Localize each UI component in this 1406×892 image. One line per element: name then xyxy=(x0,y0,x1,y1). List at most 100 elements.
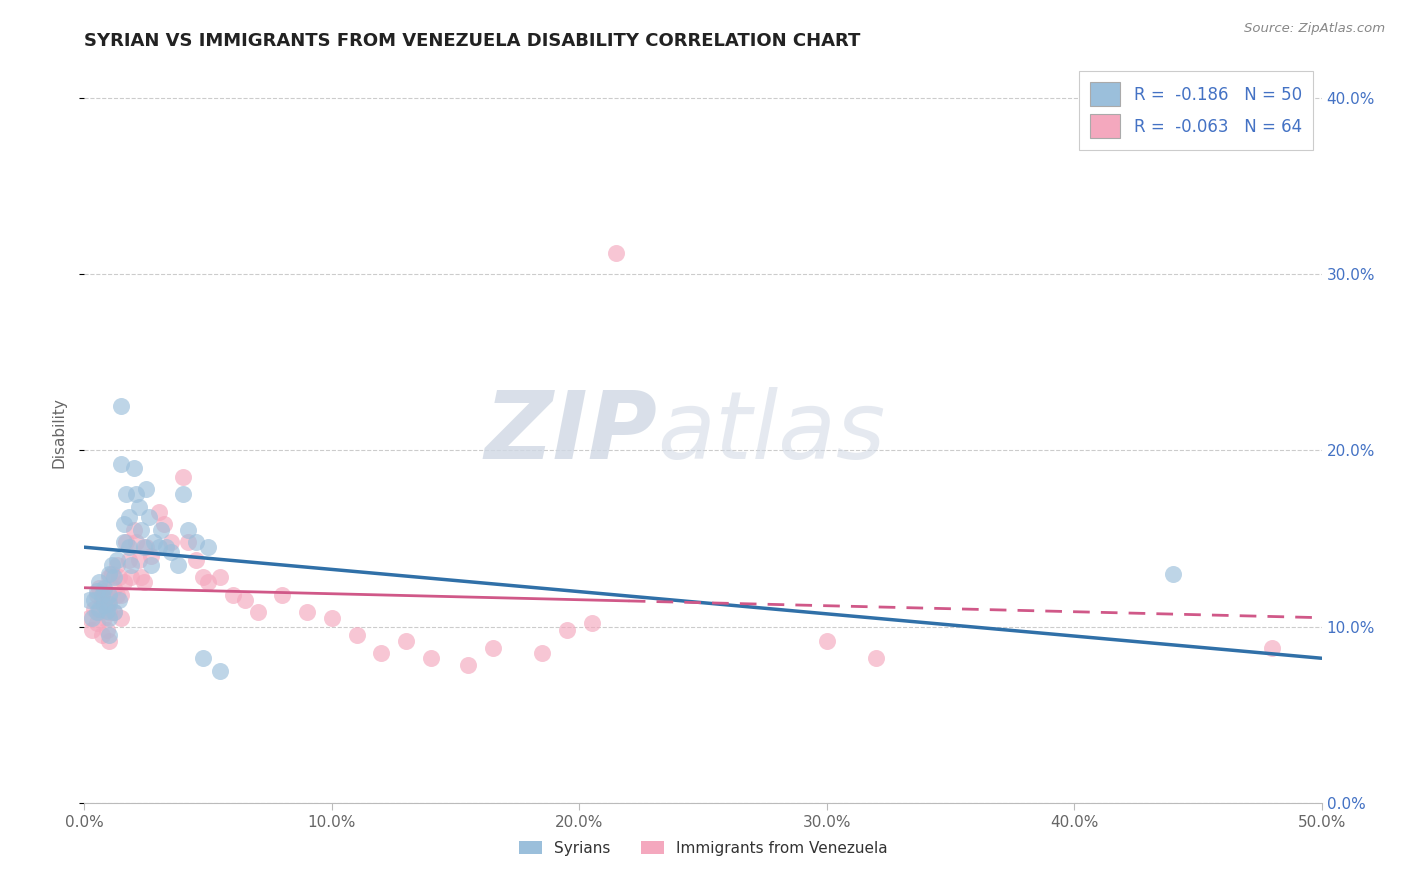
Point xyxy=(129,570,152,584)
Point xyxy=(93,581,115,595)
Point xyxy=(112,535,135,549)
Point xyxy=(177,523,200,537)
Point xyxy=(110,588,132,602)
Point xyxy=(83,593,105,607)
Point xyxy=(112,517,135,532)
Point xyxy=(160,535,183,549)
Point xyxy=(222,588,245,602)
Point xyxy=(100,566,122,581)
Point xyxy=(191,570,214,584)
Point xyxy=(531,646,554,660)
Point xyxy=(98,597,121,611)
Point xyxy=(346,628,368,642)
Point xyxy=(93,610,115,624)
Point xyxy=(105,588,128,602)
Point xyxy=(120,570,142,584)
Point xyxy=(246,606,269,620)
Point xyxy=(112,575,135,590)
Legend: Syrians, Immigrants from Venezuela: Syrians, Immigrants from Venezuela xyxy=(512,835,894,862)
Point xyxy=(167,558,190,572)
Point xyxy=(108,593,131,607)
Point xyxy=(83,602,105,616)
Point xyxy=(118,510,141,524)
Point xyxy=(1261,640,1284,655)
Point xyxy=(138,510,160,524)
Point xyxy=(148,540,170,554)
Point xyxy=(555,623,578,637)
Text: Source: ZipAtlas.com: Source: ZipAtlas.com xyxy=(1244,22,1385,36)
Point xyxy=(191,651,214,665)
Point xyxy=(89,581,111,595)
Point xyxy=(122,461,145,475)
Point xyxy=(100,558,122,572)
Point xyxy=(815,633,838,648)
Point xyxy=(115,487,138,501)
Point xyxy=(141,558,163,572)
Point xyxy=(86,615,108,630)
Point xyxy=(209,664,232,678)
Point xyxy=(172,469,194,483)
Point xyxy=(98,610,121,624)
Point xyxy=(103,581,125,595)
Point xyxy=(128,552,150,566)
Point xyxy=(89,575,111,590)
Point xyxy=(80,610,103,624)
Point xyxy=(98,606,121,620)
Point xyxy=(110,610,132,624)
Point xyxy=(125,535,148,549)
Point xyxy=(118,540,141,554)
Point xyxy=(80,623,103,637)
Point xyxy=(295,606,318,620)
Point xyxy=(128,500,150,514)
Point xyxy=(395,633,418,648)
Point xyxy=(132,540,155,554)
Point xyxy=(118,552,141,566)
Point xyxy=(271,588,294,602)
Point xyxy=(605,245,627,260)
Point xyxy=(98,628,121,642)
Point xyxy=(160,545,183,559)
Point xyxy=(155,540,177,554)
Point xyxy=(148,505,170,519)
Point xyxy=(96,604,118,618)
Point xyxy=(90,628,112,642)
Point xyxy=(172,487,194,501)
Point xyxy=(105,552,128,566)
Point xyxy=(209,570,232,584)
Point xyxy=(98,566,121,581)
Point xyxy=(110,399,132,413)
Point xyxy=(103,606,125,620)
Text: ZIP: ZIP xyxy=(484,386,657,479)
Point xyxy=(197,540,219,554)
Point xyxy=(86,584,108,599)
Point xyxy=(93,599,115,613)
Point xyxy=(142,535,165,549)
Point xyxy=(197,575,219,590)
Point xyxy=(105,558,128,572)
Point xyxy=(93,584,115,599)
Point xyxy=(481,640,503,655)
Point xyxy=(115,535,138,549)
Point xyxy=(96,599,118,613)
Text: SYRIAN VS IMMIGRANTS FROM VENEZUELA DISABILITY CORRELATION CHART: SYRIAN VS IMMIGRANTS FROM VENEZUELA DISA… xyxy=(84,32,860,50)
Point xyxy=(865,651,887,665)
Point xyxy=(150,523,173,537)
Point xyxy=(370,646,392,660)
Point xyxy=(129,523,152,537)
Point xyxy=(132,575,155,590)
Point xyxy=(120,558,142,572)
Point xyxy=(103,570,125,584)
Text: atlas: atlas xyxy=(657,387,886,478)
Point xyxy=(152,517,174,532)
Point xyxy=(98,593,121,607)
Point xyxy=(321,610,343,624)
Point xyxy=(108,570,131,584)
Point xyxy=(90,593,112,607)
Point xyxy=(1161,566,1184,581)
Point xyxy=(86,588,108,602)
Point xyxy=(581,615,603,630)
Point xyxy=(177,535,200,549)
Point xyxy=(110,458,132,472)
Point xyxy=(98,633,121,648)
Point xyxy=(141,549,163,563)
